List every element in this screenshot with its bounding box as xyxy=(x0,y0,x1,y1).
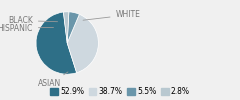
Wedge shape xyxy=(67,14,98,73)
Wedge shape xyxy=(67,12,79,43)
Wedge shape xyxy=(36,12,77,74)
Legend: 52.9%, 38.7%, 5.5%, 2.8%: 52.9%, 38.7%, 5.5%, 2.8% xyxy=(50,87,190,96)
Text: BLACK: BLACK xyxy=(8,16,58,25)
Wedge shape xyxy=(63,12,69,43)
Text: ASIAN: ASIAN xyxy=(38,72,68,88)
Text: HISPANIC: HISPANIC xyxy=(0,24,54,32)
Text: WHITE: WHITE xyxy=(83,10,140,20)
